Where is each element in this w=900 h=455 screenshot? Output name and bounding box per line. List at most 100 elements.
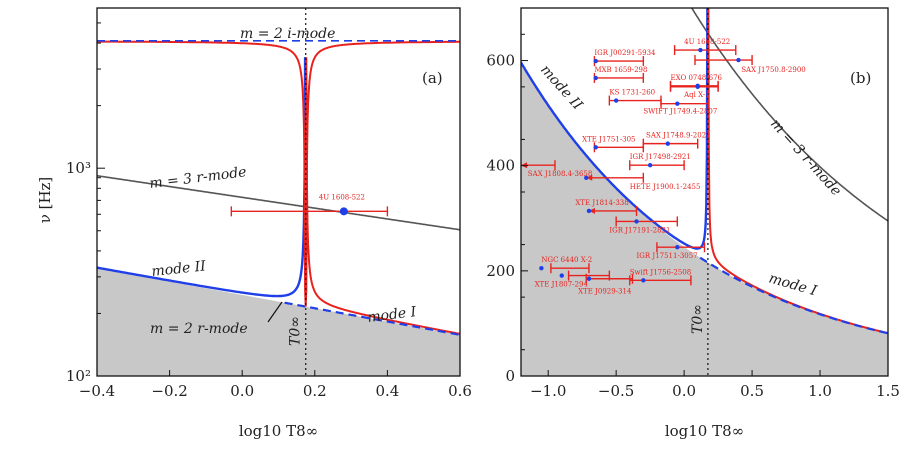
m2-r-mode-curve (699, 256, 888, 335)
data-point (698, 47, 703, 53)
source-label: XTE J0929-314 (578, 288, 632, 296)
mode-I-label: mode I (767, 270, 819, 299)
source-label: SAX J1748.9-2021 (646, 132, 711, 140)
source-3: MXB 1659-298 (593, 66, 647, 83)
data-point (665, 141, 670, 146)
y-tick-label: 10² (66, 367, 91, 385)
x-tick-label: 1.5 (876, 382, 900, 400)
y-axis-label: ν [Hz] (36, 177, 54, 224)
source-label: IGR J00291-5934 (594, 49, 656, 57)
source-10: IGR J17498-2921 (629, 153, 691, 171)
source-5: Aql X-1 (669, 81, 719, 99)
x-tick-label: 0.2 (303, 382, 327, 400)
x-axis-label: log10 T8∞ (665, 422, 744, 440)
source-0: 4U 1608-522 (673, 38, 737, 56)
source-label: SAX J1808.4-3658 (528, 170, 593, 178)
x-tick-label: −0.4 (79, 382, 115, 400)
source-label: SWIFT J1749.4-2807 (643, 108, 717, 116)
plot-area: 4U 1608-522 (97, 8, 460, 376)
upper-limit-arrow (588, 207, 595, 214)
r2-arrow (267, 301, 283, 323)
source-15: IGR J17511-3057 (637, 242, 706, 260)
panel-label: (b) (850, 69, 871, 87)
x-tick-label: 0.0 (230, 382, 254, 400)
data-point (539, 266, 544, 271)
source-label: KS 1731-260 (609, 89, 655, 97)
r2-label: m = 2 r-mode (150, 321, 248, 337)
data-point (339, 207, 348, 216)
source-13: XTE J1814-338 (575, 199, 638, 216)
source-16: NGC 6440 X-2 (539, 256, 592, 274)
source-12: HETE J1900.1-2455 (584, 172, 701, 191)
source-label: NGC 6440 X-2 (541, 256, 592, 264)
y-tick-label: 0 (505, 367, 515, 385)
source-label: 4U 1608-522 (684, 38, 730, 46)
data-point (641, 278, 646, 283)
source-0: 4U 1608-522 (230, 193, 389, 217)
source-label: Swift J1756-2508 (630, 268, 691, 276)
source-18: XTE J0929-314 (578, 273, 634, 296)
source-label: HETE J1900.1-2455 (630, 183, 701, 191)
source-label: EXO 0748-676 (671, 74, 723, 82)
source-7: SWIFT J1749.4-2807 (643, 98, 717, 116)
plot-area: 4U 1608-522 SAX J1750.8-2900 IGR J00291-59… (521, 8, 888, 376)
r3-label: m = 3 r-mode (149, 164, 248, 192)
upper-limit-arrow (586, 174, 593, 181)
y-tick-label: 600 (486, 52, 515, 70)
data-point (584, 175, 589, 181)
T0-label: T0∞ (288, 316, 304, 346)
data-point (593, 75, 598, 81)
i-mode-label: m = 2 i-mode (240, 26, 335, 42)
m3-r-mode-curve (690, 8, 888, 222)
source-2: IGR J00291-5934 (593, 49, 656, 67)
source-1: SAX J1750.8-2900 (694, 55, 806, 74)
data-point (586, 208, 592, 214)
m3-r-mode-curve (97, 174, 460, 231)
x-tick-label: −1.0 (530, 382, 566, 400)
source-11: SAX J1808.4-3658 (521, 160, 592, 178)
shaded-region (521, 63, 888, 376)
source-label: IGR J17511-3057 (637, 252, 698, 260)
source-6: KS 1731-260 (608, 89, 662, 106)
source-8: XTE J1751-305 (582, 135, 645, 153)
x-tick-label: 0.6 (448, 382, 472, 400)
source-label: 4U 1608-522 (319, 193, 365, 201)
panel-label: (a) (422, 69, 443, 87)
x-tick-label: −0.2 (151, 382, 187, 400)
data-point (586, 276, 592, 281)
source-label: Aql X-1 (683, 91, 710, 99)
r3-label: m = 3 r-mode (767, 116, 844, 199)
x-tick-label: −0.5 (598, 382, 634, 400)
data-point (613, 98, 619, 103)
shaded-region (97, 268, 460, 376)
mode-II-curve (521, 8, 709, 250)
x-axis-label: log10 T8∞ (239, 422, 318, 440)
source-label: XTE J1751-305 (582, 135, 635, 143)
mode-I-label: mode I (367, 304, 418, 326)
i-mode-curve (97, 40, 460, 307)
y-tick-label: 400 (486, 157, 515, 175)
data-point (736, 57, 741, 63)
x-tick-label: 0.0 (672, 382, 696, 400)
y-tick-label: 200 (486, 262, 515, 280)
axes-frame (96, 7, 461, 377)
x-tick-label: 1.0 (808, 382, 832, 400)
m2-r-mode-curve (284, 301, 460, 336)
data-point (675, 101, 680, 106)
panel-b: 4U 1608-522 SAX J1750.8-2900 IGR J00291-59… (486, 7, 900, 440)
source-label: SAX J1750.8-2900 (741, 66, 806, 74)
data-point (675, 245, 680, 250)
mode-II-curve (97, 57, 307, 298)
data-point (559, 273, 564, 278)
source-label: IGR J17498-2921 (630, 153, 691, 161)
source-label: IGR J17191-2821 (609, 226, 670, 234)
y-tick-label: 10³ (66, 159, 91, 177)
data-point (647, 162, 653, 168)
data-point (593, 145, 598, 150)
x-tick-label: 0.4 (375, 382, 399, 400)
source-label: XTE J1807-294 (535, 281, 589, 289)
data-point (634, 219, 639, 224)
data-point (695, 84, 700, 90)
source-label: XTE J1814-338 (575, 199, 628, 207)
source-label: MXB 1659-298 (594, 66, 647, 74)
